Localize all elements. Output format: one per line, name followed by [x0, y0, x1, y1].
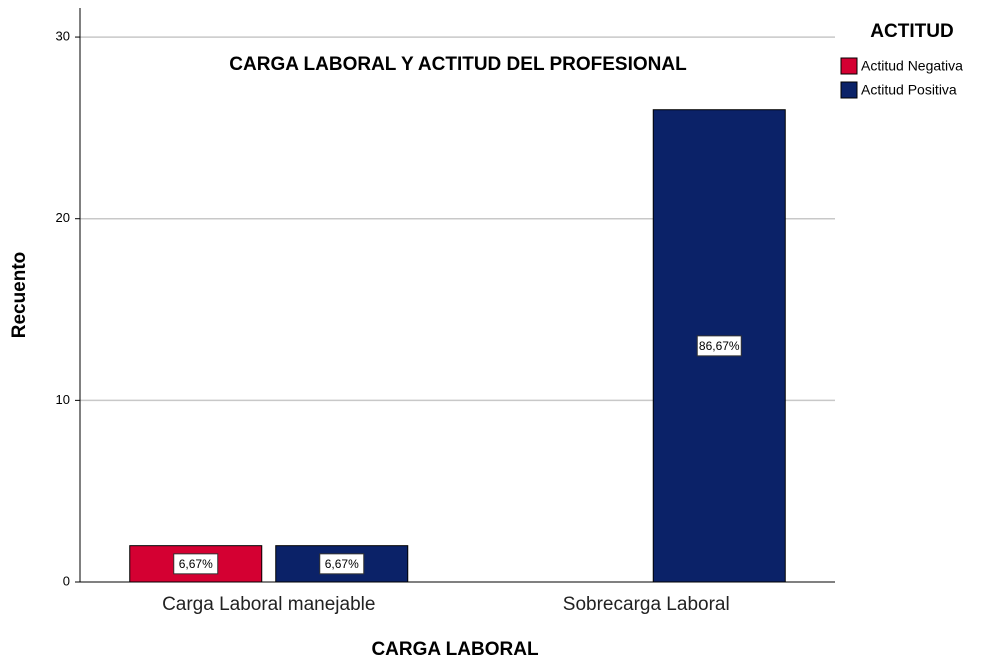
data-label: 6,67% — [179, 557, 213, 571]
y-axis-title: Recuento — [9, 252, 30, 339]
legend-swatch — [840, 81, 858, 99]
chart-title: CARGA LABORAL Y ACTITUD DEL PROFESIONAL — [229, 54, 687, 75]
y-tick-label: 0 — [63, 573, 70, 588]
data-label-box — [319, 553, 365, 575]
legend-label: Actitud Positiva — [861, 82, 957, 98]
x-axis-title: CARGA LABORAL — [371, 639, 539, 660]
y-tick-label: 30 — [56, 29, 70, 44]
legend-title: ACTITUD — [870, 21, 953, 42]
y-tick-label: 10 — [56, 392, 70, 407]
legend-label: Actitud Negativa — [861, 58, 963, 74]
x-tick-label: Sobrecarga Laboral — [563, 594, 730, 615]
y-tick-label: 20 — [56, 210, 70, 225]
data-label: 6,67% — [325, 557, 359, 571]
legend-swatch — [840, 57, 858, 75]
x-tick-label: Carga Laboral manejable — [162, 594, 375, 615]
data-label-box — [696, 335, 742, 357]
data-label: 86,67% — [699, 339, 740, 353]
data-label-box — [173, 553, 219, 575]
bar — [129, 545, 263, 583]
